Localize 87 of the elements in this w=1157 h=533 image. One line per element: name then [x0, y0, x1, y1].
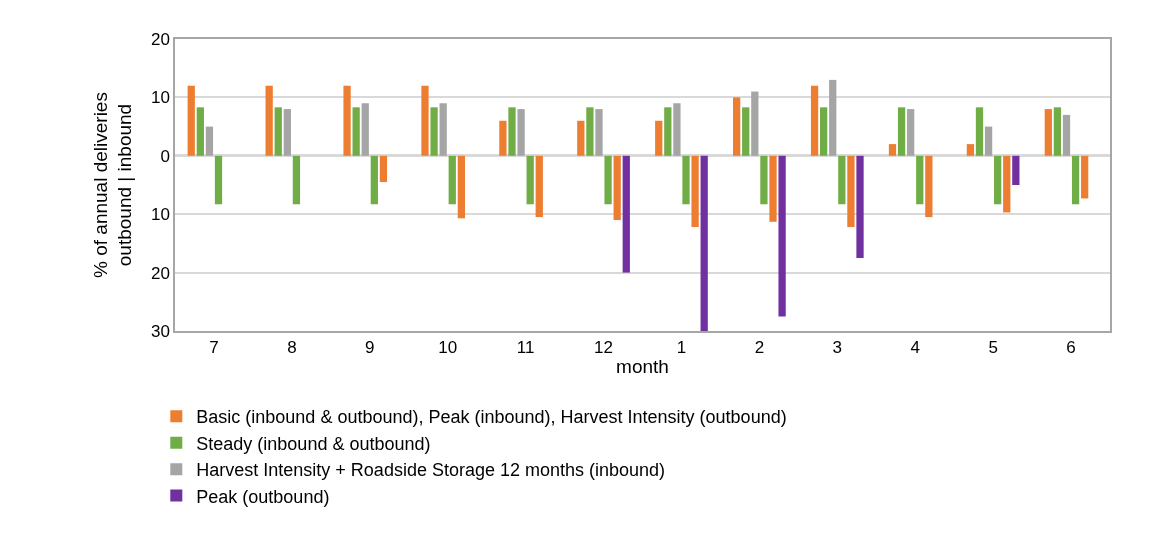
bar [292, 155, 301, 205]
bar [984, 126, 993, 156]
bar [1044, 109, 1052, 156]
legend-label: Harvest Intensity + Roadside Storage 12 months (inbound) [196, 460, 666, 481]
bar [810, 85, 819, 156]
bar [517, 109, 525, 156]
bar [700, 155, 708, 331]
bar [888, 144, 897, 156]
bar [778, 155, 786, 317]
bar [838, 155, 846, 205]
bar [265, 85, 273, 156]
bar [214, 155, 223, 205]
bar [897, 107, 906, 156]
bar [664, 107, 672, 156]
bar [370, 155, 378, 205]
bar [361, 103, 369, 156]
bar [499, 120, 507, 156]
x-tick-label: 11 [516, 338, 535, 358]
bar [526, 155, 534, 205]
bar [925, 155, 933, 218]
bar [742, 107, 750, 156]
y-axis-title: % of annual deliveries outbound | inbound [89, 92, 136, 278]
x-axis-title: month [616, 356, 669, 378]
bar [847, 155, 855, 228]
bar [820, 107, 828, 156]
x-tick-label: 10 [438, 338, 458, 358]
x-tick-label: 6 [1066, 338, 1076, 358]
bar [769, 155, 777, 222]
bar [1012, 155, 1020, 185]
bar [691, 155, 699, 228]
bar [508, 107, 516, 156]
bar [604, 155, 612, 205]
y-tick-label: 20 [150, 263, 170, 283]
bar [379, 155, 388, 183]
y-tick-label: 10 [150, 88, 170, 108]
y-tick-label: 30 [150, 321, 170, 341]
y-tick-label: 10 [150, 205, 170, 225]
bar [733, 97, 741, 156]
bar [535, 155, 543, 218]
legend-label: Steady (inbound & outbound) [196, 433, 431, 454]
bar [1003, 155, 1011, 213]
bar [1081, 155, 1089, 199]
bar [187, 85, 195, 156]
x-tick-label: 3 [832, 338, 843, 358]
bar [577, 120, 585, 156]
bar [448, 155, 456, 205]
bar [205, 126, 214, 156]
x-tick-label: 2 [754, 338, 765, 358]
x-tick-label: 4 [910, 338, 920, 358]
bar [283, 109, 291, 156]
bar [274, 107, 282, 156]
bar [421, 85, 429, 156]
bar [622, 155, 630, 273]
x-tick-label: 5 [988, 338, 998, 358]
x-tick-label: 12 [594, 338, 613, 358]
bar [655, 120, 663, 156]
legend-label: Peak (outbound) [196, 486, 330, 507]
bar [196, 107, 204, 156]
bar [1053, 107, 1062, 156]
bar [595, 109, 603, 156]
bar [994, 155, 1002, 205]
bar [457, 155, 465, 219]
x-tick-label: 1 [676, 338, 687, 358]
bar [352, 107, 360, 156]
bar [673, 103, 681, 156]
bar [829, 79, 837, 156]
bar [907, 109, 915, 156]
bar [966, 144, 975, 156]
legend-label: Basic (inbound & outbound), Peak (inbound), Harvest Intensity (outbound) [196, 407, 787, 428]
x-tick-label: 9 [365, 338, 375, 358]
y-tick-label: 20 [150, 29, 170, 49]
bar [586, 107, 594, 156]
bar [430, 107, 438, 156]
x-tick-label: 7 [209, 338, 219, 358]
bar [760, 155, 768, 205]
bar [1071, 155, 1080, 205]
y-tick-label: 0 [160, 146, 170, 166]
bar [856, 155, 864, 258]
bar [1062, 114, 1071, 156]
bar [975, 107, 984, 156]
bar [343, 85, 351, 156]
x-tick-label: 8 [287, 338, 297, 358]
bar [682, 155, 690, 205]
bar [751, 91, 759, 156]
bar [439, 103, 447, 156]
bar [916, 155, 924, 205]
bar [613, 155, 621, 221]
